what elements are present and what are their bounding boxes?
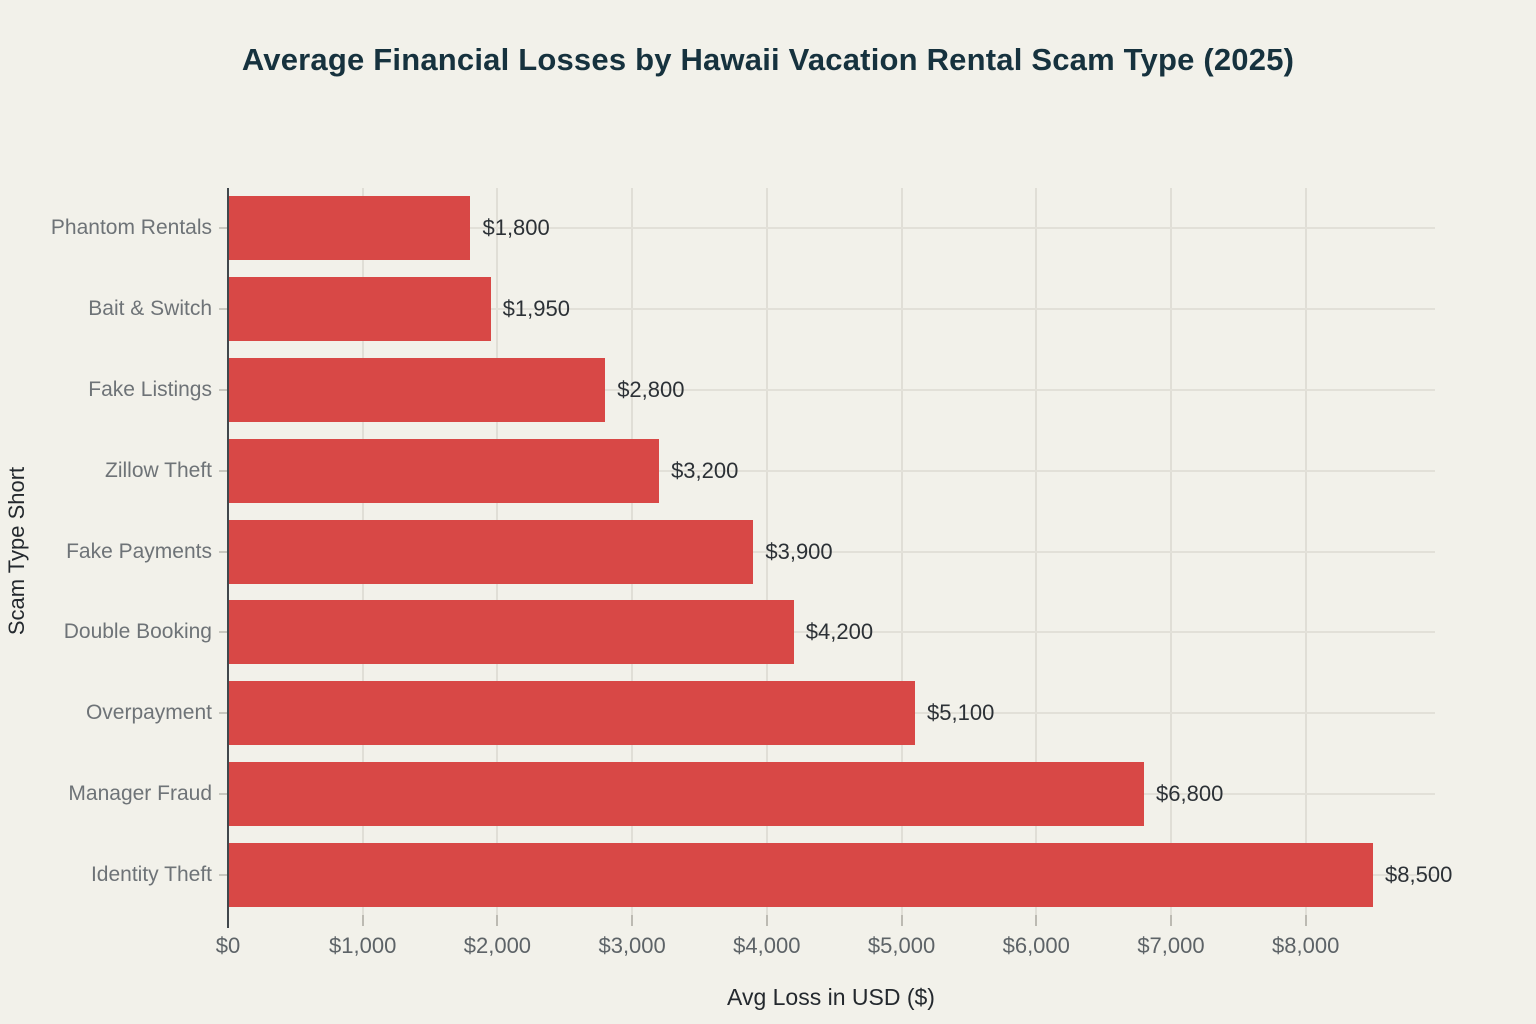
plot-area: $0 $1,000 $2,000 $3,000 $4,000 $5,000 $6,000 $7… [51,188,1452,958]
y-tick-mark [219,712,228,715]
category-label: Fake Payments [66,539,212,563]
y-tick-mark [219,792,228,795]
gridline-horizontal [228,550,1435,553]
bar-value-label: $3,900 [765,538,833,564]
x-tick-label: $4,000 [733,933,801,958]
gridline-horizontal [228,227,1435,230]
bar [228,519,754,584]
bar [228,196,471,261]
y-tick-mark [219,388,228,391]
x-tick-label: $3,000 [598,933,666,958]
category-label: Zillow Theft [105,458,212,482]
bar-value-label: $8,500 [1385,861,1453,887]
y-tick-mark [219,550,228,553]
x-tick-label: $1,000 [329,933,397,958]
category-label: Bait & Switch [88,297,212,321]
bar [228,600,794,665]
x-axis-title: Avg Loss in USD ($) [727,984,935,1010]
x-tick-label: $5,000 [867,933,936,958]
bar [228,761,1145,826]
y-tick-mark [219,631,228,634]
x-tick-mark [1035,915,1038,926]
x-tick-mark [631,915,634,926]
x-tick-mark [496,915,499,926]
bar-value-label: $3,200 [671,457,739,483]
x-tick-mark [1304,915,1307,926]
x-tick-mark [361,915,364,926]
y-tick-mark [219,308,228,311]
category-label: Fake Listings [88,377,212,401]
gridline-horizontal [228,631,1435,634]
bar-value-label: $6,800 [1156,780,1224,806]
bar-value-label: $2,800 [617,376,685,402]
bar [228,681,916,746]
category-label: Overpayment [85,701,212,725]
category-label: Manager Fraud [68,781,212,805]
chart-title: Average Financial Losses by Hawaii Vacat… [241,42,1295,77]
y-tick-mark [219,873,228,876]
bar [228,842,1374,907]
x-tick-label: $2,000 [463,933,532,958]
bar-value-label: $4,200 [805,619,874,645]
y-tick-mark [219,469,228,472]
category-label: Double Booking [63,620,212,644]
x-tick-mark [1169,915,1172,926]
x-tick-label: $6,000 [1002,933,1070,958]
x-tick-mark [900,915,903,926]
category-label: Phantom Rentals [50,216,212,240]
x-tick-label: $8,000 [1272,933,1340,958]
x-tick-label: $7,000 [1137,933,1205,958]
bar-value-label: $5,100 [927,700,995,726]
bar [228,357,606,422]
y-axis-spine [227,188,229,928]
bar-value-label: $1,800 [482,215,550,241]
gridline-horizontal [228,469,1435,472]
x-tick-mark [765,915,768,926]
gridline-horizontal [228,308,1435,311]
category-label: Identity Theft [90,862,212,886]
bar-value-label: $1,950 [502,296,570,322]
y-tick-mark [219,227,228,230]
gridline-horizontal [228,388,1435,391]
x-tick-label: $0 [215,933,241,958]
bar [228,277,491,342]
bar [228,438,660,503]
